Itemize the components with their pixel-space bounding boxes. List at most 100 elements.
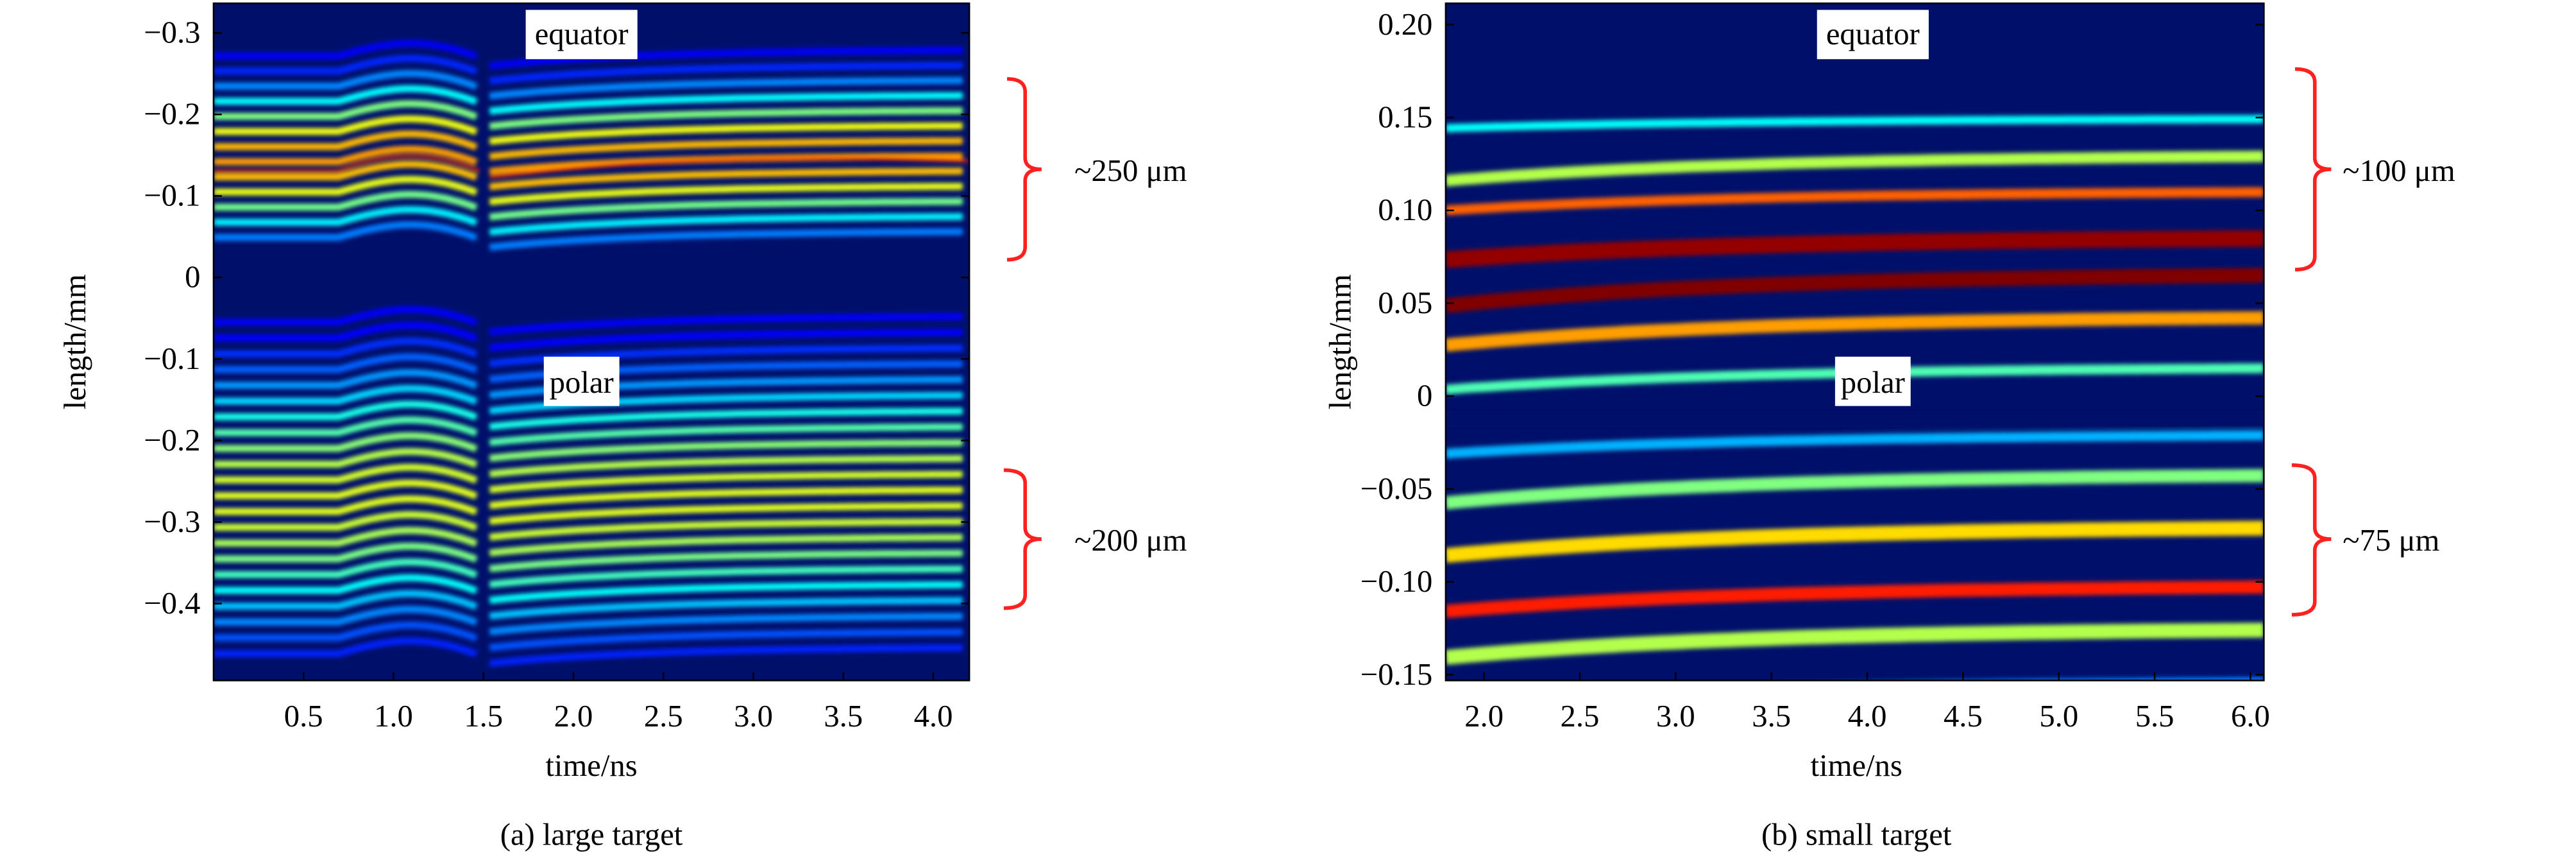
- fringe-line: [213, 100, 963, 130]
- x-tick-label: 4.5: [1944, 699, 1983, 734]
- label-box-equator-b: [1817, 10, 1929, 60]
- x-ticks-b: 2.0 2.5 3.0 3.5 4.0 4.5 5.0 5.5 6.0: [1464, 672, 2270, 734]
- chart-b: 2.0 2.5 3.0 3.5 4.0 4.5 5.0 5.5 6.0 0.20 0.15 0.10…: [1323, 2, 2455, 852]
- fringe-line: [213, 590, 963, 620]
- y-tick-label: −0.1: [144, 178, 200, 213]
- fringe-peak-line: [213, 155, 970, 179]
- panel-label-equator-b: equator: [1826, 17, 1920, 51]
- x-tick-label: 3.0: [734, 699, 773, 734]
- y-tick-label: −0.10: [1360, 564, 1433, 599]
- y-tick-label: −0.3: [144, 15, 200, 50]
- caption-a: (a) large target: [500, 817, 683, 852]
- fringe-line: [213, 55, 963, 85]
- caption-b: (b) small target: [1761, 817, 1952, 852]
- x-tick-label: 1.0: [374, 699, 413, 734]
- fringe-line: [1445, 150, 2264, 187]
- fringe-line: [213, 463, 963, 493]
- fringe-line: [213, 479, 963, 510]
- panel-label-polar-a: polar: [550, 365, 614, 400]
- panel-label-equator-a: equator: [535, 17, 629, 51]
- y-tick-label: −0.15: [1360, 657, 1433, 692]
- x-tick-label: 6.0: [2231, 699, 2270, 734]
- x-tick-label: 4.0: [914, 699, 953, 734]
- fringes-a: [213, 40, 970, 667]
- fringe-line: [213, 85, 963, 115]
- fringe-line: [1445, 115, 2264, 133]
- bracket-equator-a: [1006, 77, 1042, 262]
- fringe-line: [213, 416, 963, 446]
- y-tick-label: −0.1: [144, 341, 200, 376]
- fringe-line: [213, 115, 963, 145]
- x-tick-label: 5.0: [2039, 699, 2078, 734]
- axes-frame-b: [1445, 2, 2265, 682]
- fringe-line: [213, 206, 963, 236]
- y-tick-label: −0.2: [144, 423, 200, 458]
- x-ticks-a: 0.5 1.0 1.5 2.0 2.5 3.0 3.5 4.0: [284, 672, 953, 734]
- y-tick-label: 0.15: [1378, 100, 1432, 135]
- y-tick-label: −0.4: [144, 586, 200, 621]
- y-tick-label: −0.3: [144, 504, 200, 539]
- x-tick-label: 3.5: [824, 699, 863, 734]
- fringe-line: [1445, 230, 2264, 268]
- fringe-line: [1445, 622, 2264, 665]
- y-tick-label: 0.05: [1378, 286, 1432, 320]
- x-tick-label: 3.0: [1656, 699, 1695, 734]
- fringe-line: [213, 448, 963, 478]
- fringe-line: [213, 176, 963, 205]
- fringe-line: [213, 574, 963, 604]
- label-box-polar-b: [1835, 356, 1911, 406]
- fringe-line: [213, 305, 963, 336]
- y-tick-label: 0: [1417, 379, 1432, 413]
- chart-a: 0.5 1.0 1.5 2.0 2.5 3.0 3.5 4.0 −0.3−0.2−0.10−0…: [58, 2, 1187, 852]
- fringe-line: [1445, 520, 2264, 563]
- x-tick-label: 4.0: [1848, 699, 1887, 734]
- y-tick-label: 0.20: [1378, 7, 1432, 42]
- x-tick-label: 2.5: [1561, 699, 1600, 734]
- y-tick-label: −0.2: [144, 97, 200, 132]
- fringes-b: [1445, 115, 2264, 681]
- x-tick-label: 3.5: [1752, 699, 1791, 734]
- x-tick-label: 5.5: [2135, 699, 2174, 734]
- y-axis-label-a: length/mm: [58, 274, 92, 409]
- panel-separator-b: [1445, 411, 2264, 427]
- bracket-polar-b: [2291, 463, 2332, 617]
- fringe-line: [213, 606, 963, 635]
- span-annotation-equator-b: ~100 μm: [2343, 153, 2455, 188]
- fringe-line: [213, 160, 963, 191]
- x-axis-label-b: time/ns: [1811, 748, 1902, 783]
- fringe-line: [213, 637, 963, 667]
- y-ticks-b: 0.20 0.15 0.10 0.05 0 −0.05 −0.10 −0.15: [1360, 7, 2264, 692]
- fringe-line: [1445, 187, 2264, 216]
- fringe-line: [213, 130, 963, 160]
- span-annotation-equator-a: ~250 μm: [1074, 153, 1187, 188]
- fringe-line: [213, 542, 963, 572]
- x-tick-label: 1.5: [464, 699, 503, 734]
- label-box-equator-a: [525, 10, 638, 60]
- x-tick-label: 2.0: [1464, 699, 1504, 734]
- span-annotation-polar-b: ~75 μm: [2343, 523, 2439, 558]
- x-tick-label: 2.0: [554, 699, 593, 734]
- fringe-line: [1445, 580, 2264, 619]
- x-tick-label: 0.5: [284, 699, 323, 734]
- bracket-equator-b: [2294, 67, 2332, 271]
- y-axis-label-b: length/mm: [1323, 274, 1357, 409]
- fringe-line: [213, 70, 963, 99]
- fringe-line: [213, 221, 963, 251]
- fringe-line: [213, 511, 963, 541]
- fringe-line: [213, 527, 963, 556]
- fringe-line: [213, 495, 963, 525]
- y-tick-label: 0.10: [1378, 193, 1432, 227]
- label-box-polar-a: [543, 356, 620, 406]
- y-tick-label: −0.05: [1360, 471, 1433, 506]
- span-annotation-polar-a: ~200 μm: [1074, 523, 1187, 558]
- fringe-line: [213, 432, 963, 462]
- fringe-line: [213, 621, 963, 651]
- x-axis-label-a: time/ns: [545, 748, 637, 783]
- y-ticks-a: −0.3 −0.2 −0.1 0 −0.1 −0.2 −0.3 −0.4: [144, 15, 970, 621]
- fringe-line: [1445, 268, 2264, 313]
- fringe-line: [213, 40, 963, 69]
- fringe-line: [1445, 430, 2264, 459]
- fringe-line: [1445, 468, 2264, 510]
- axes-frame-a: [212, 2, 970, 682]
